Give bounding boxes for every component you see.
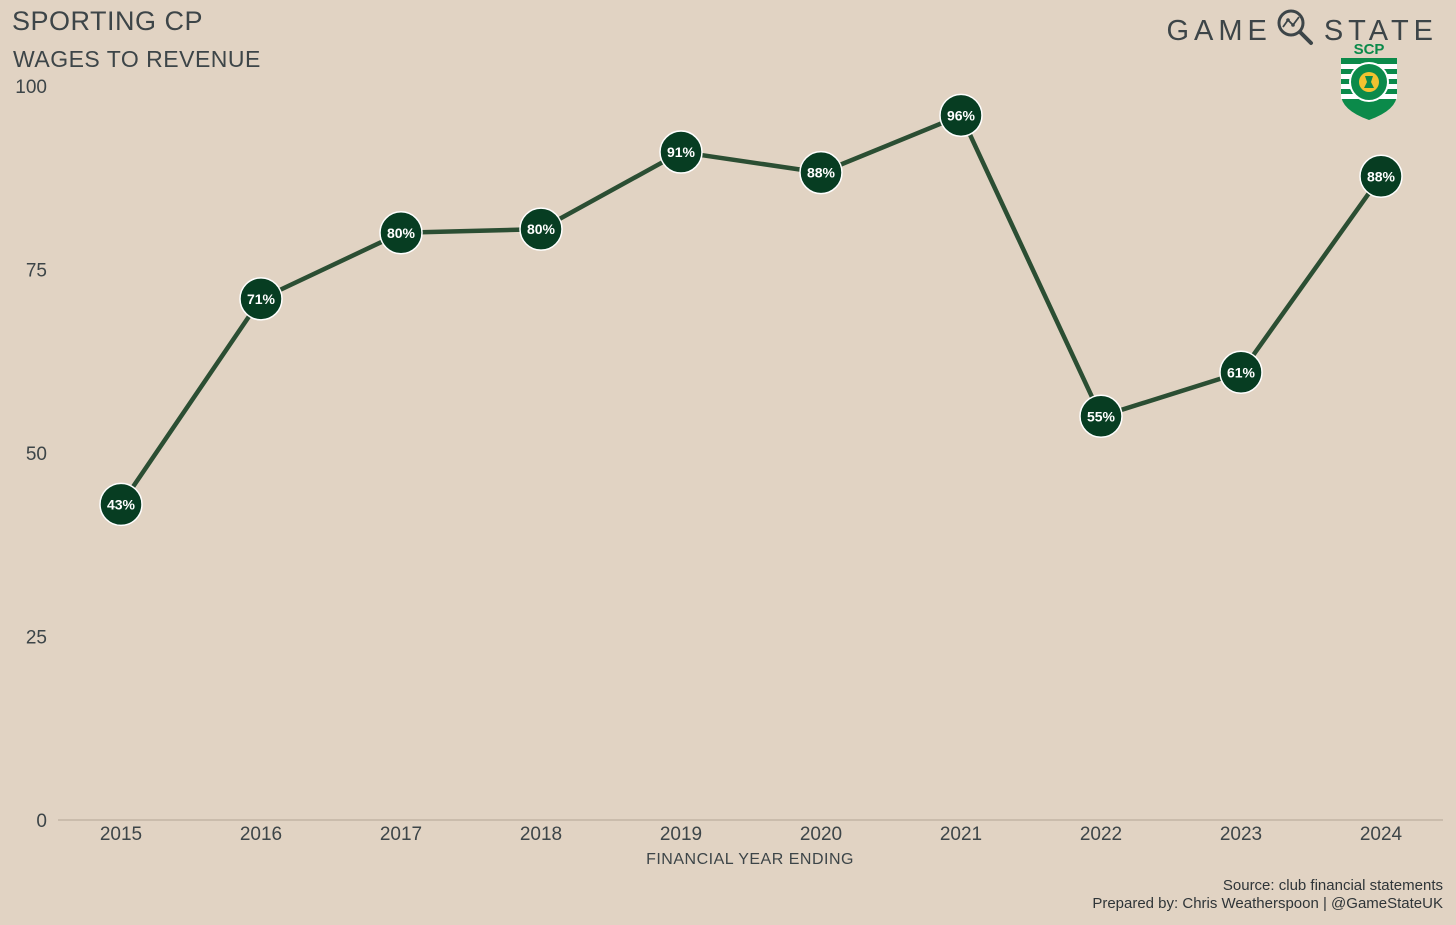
data-label: 55% xyxy=(1087,408,1116,424)
data-label: 43% xyxy=(107,496,136,512)
brand-right-text: STATE xyxy=(1323,14,1438,47)
magnifier-icon xyxy=(1276,8,1314,54)
data-point xyxy=(659,130,703,174)
chart-title: SPORTING CP xyxy=(12,6,204,36)
data-label: 88% xyxy=(807,165,836,181)
x-tick-label: 2018 xyxy=(520,824,562,845)
data-point xyxy=(239,277,283,321)
prepared-by-text: Prepared by: Chris Weatherspoon | @GameS… xyxy=(1092,895,1443,912)
data-point xyxy=(99,482,143,527)
y-tick-label: 100 xyxy=(15,77,47,98)
x-tick-label: 2023 xyxy=(1220,824,1262,845)
data-label: 96% xyxy=(947,107,976,123)
source-text: Source: club financial statements xyxy=(1222,877,1443,894)
data-label: 91% xyxy=(667,144,696,160)
x-tick-label: 2021 xyxy=(940,824,982,845)
data-point xyxy=(1219,350,1263,395)
data-point xyxy=(799,150,843,195)
y-tick-label: 75 xyxy=(26,261,47,282)
axes-group: 0 25 50 75 100 2015 2016 2017 2018 2019 2020 2021 20… xyxy=(15,77,1443,845)
data-label: 71% xyxy=(247,291,276,307)
brand-left-text: GAME xyxy=(1166,14,1272,47)
crest-text: SCP xyxy=(1354,41,1385,58)
series-group: 43% 71% 80% 80% 91% 88% 96% 55% 61% 88% xyxy=(99,93,1403,527)
y-tick-label: 50 xyxy=(26,444,47,465)
data-label: 80% xyxy=(527,221,556,237)
sporting-crest-icon: SCP xyxy=(1336,40,1402,129)
y-tick-label: 0 xyxy=(36,811,47,832)
data-label: 80% xyxy=(387,225,416,241)
x-tick-label: 2016 xyxy=(240,824,282,845)
x-tick-label: 2019 xyxy=(660,824,702,845)
data-label: 88% xyxy=(1367,168,1396,184)
x-tick-label: 2022 xyxy=(1080,824,1122,845)
data-point xyxy=(379,211,423,255)
game-state-logo: GAME STATE xyxy=(1166,8,1438,54)
series-line xyxy=(119,113,1383,506)
y-tick-label: 25 xyxy=(26,628,47,649)
x-tick-label: 2015 xyxy=(100,824,142,845)
source-note: Source: club financial statements Prepar… xyxy=(1092,877,1443,913)
x-tick-label: 2020 xyxy=(800,824,842,845)
data-label: 61% xyxy=(1227,364,1256,380)
chart-subtitle: WAGES TO REVENUE xyxy=(13,46,261,72)
x-tick-label: 2024 xyxy=(1360,824,1403,845)
data-point xyxy=(519,207,563,251)
data-point xyxy=(1359,154,1403,199)
data-point xyxy=(939,93,983,138)
x-axis-title: FINANCIAL YEAR ENDING xyxy=(646,851,854,868)
x-tick-label: 2017 xyxy=(380,824,422,845)
data-point xyxy=(1079,394,1123,439)
